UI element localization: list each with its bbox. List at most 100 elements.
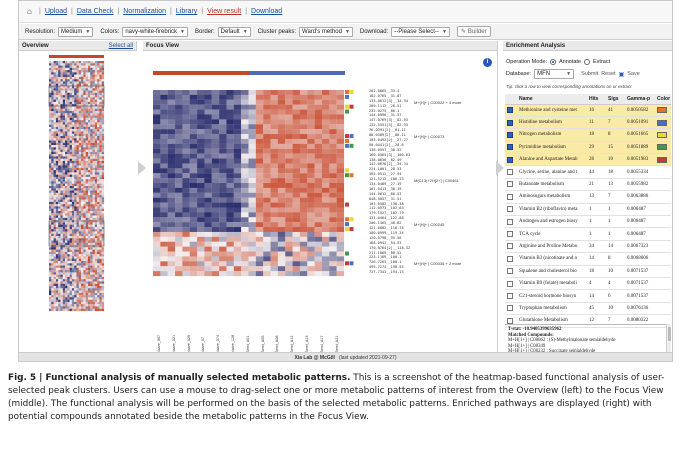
row-checkbox[interactable] xyxy=(505,190,517,204)
pathway-color[interactable] xyxy=(655,203,671,217)
pathway-row[interactable]: Vitamin B3 (nicotinate and n 14 8 0.0068606 xyxy=(505,252,671,266)
row-label[interactable]: 170.0764[2]__118.32 xyxy=(369,245,411,250)
checkbox[interactable] xyxy=(507,206,513,213)
compound-annotation[interactable]: M+[H]+ | C00073 xyxy=(414,134,445,140)
row-label[interactable]: 133.0612[3]__34.34 xyxy=(369,98,408,103)
checkbox[interactable] xyxy=(507,181,513,188)
row-label[interactable]: 848.5057__31.51 xyxy=(369,196,402,201)
checkbox[interactable] xyxy=(507,218,513,225)
row-checkbox[interactable] xyxy=(505,215,517,229)
row-checkbox[interactable] xyxy=(505,240,517,254)
row-label[interactable]: 727.7343__194.15 xyxy=(369,270,404,275)
info-icon[interactable]: i xyxy=(483,58,492,67)
pathway-row[interactable]: Alanine and Aspartate Metab 28 10 0.0051983 xyxy=(505,153,671,167)
color-swatch[interactable] xyxy=(657,131,667,138)
pathway-row[interactable]: Butanoate metabolism 21 13 0.0055982 xyxy=(505,178,671,192)
annotate-radio[interactable] xyxy=(549,59,556,65)
row-label[interactable]: 103.0492[2]__27.27 xyxy=(369,137,408,142)
row-label[interactable]: 168.0942__54.53 xyxy=(369,240,402,245)
checkbox[interactable] xyxy=(507,280,513,287)
row-label[interactable]: 138.0557__30.52 xyxy=(369,147,402,152)
row-label[interactable]: 103.0582__138.38 xyxy=(369,201,404,206)
row-label[interactable]: 211.1069__88.52 xyxy=(369,250,402,255)
nav-library[interactable]: Library xyxy=(175,8,198,15)
col-sigs[interactable]: Sigs xyxy=(606,94,625,105)
row-checkbox[interactable] xyxy=(505,104,517,117)
pathway-color[interactable] xyxy=(655,128,671,142)
row-label[interactable]: 206.1365__40.82 xyxy=(369,221,402,226)
pathway-color[interactable] xyxy=(655,190,671,204)
checkbox[interactable] xyxy=(507,317,513,324)
row-checkbox[interactable] xyxy=(505,141,517,155)
nav-upload[interactable]: Upload xyxy=(44,8,68,15)
builder-button[interactable]: ✎ Builder xyxy=(456,26,491,37)
nav-data-check[interactable]: Data Check xyxy=(76,8,114,15)
row-label[interactable]: 365.0512__27.94 xyxy=(369,172,402,177)
row-label[interactable]: 144.0612__80.53 xyxy=(369,191,402,196)
row-label[interactable]: 138.0656__82.49 xyxy=(369,157,402,162)
checkbox[interactable] xyxy=(507,243,513,250)
row-label[interactable]: 144.0996__31.57 xyxy=(369,113,402,118)
checkbox[interactable] xyxy=(507,255,513,262)
row-label[interactable]: 134.0489__27.19 xyxy=(369,182,402,186)
row-label[interactable]: 147.0769[3]__82.93 xyxy=(369,118,408,123)
row-checkbox[interactable] xyxy=(505,252,517,266)
checkbox[interactable] xyxy=(507,144,513,151)
pathway-row[interactable]: Aminosugars metabolism 13 7 0.0063886 xyxy=(505,190,671,204)
database-select[interactable]: MFN ▼ xyxy=(534,69,575,79)
checkbox[interactable] xyxy=(507,193,513,200)
overview-heatmap[interactable] xyxy=(19,51,137,362)
pathway-row[interactable]: Methionine and cysteine met 16 41 0.0050582 xyxy=(505,104,671,117)
col-name[interactable]: Name xyxy=(517,94,587,105)
pathway-color[interactable] xyxy=(655,240,671,254)
col-hits[interactable]: Hits xyxy=(587,94,606,105)
pathway-color[interactable] xyxy=(655,302,671,316)
col-gamma-p[interactable]: Gamma-p xyxy=(625,94,655,105)
row-label[interactable]: 179.1527__102.79 xyxy=(369,211,404,216)
focus-heatmap[interactable] xyxy=(143,51,498,351)
row-checkbox[interactable] xyxy=(505,277,517,291)
home-icon[interactable]: ⌂ xyxy=(27,6,32,16)
row-checkbox[interactable] xyxy=(505,128,517,142)
row-label[interactable]: 160.0565[3]__100.03 xyxy=(369,152,411,157)
pathway-row[interactable]: C21-steroid hormone biosyn 14 6 0.0071537 xyxy=(505,289,671,303)
pathway-row[interactable]: Vitamin B2 (riboflavin) meta 1 1 0.006487 xyxy=(505,203,671,217)
compound-annotation[interactable]: M+[H]+ | C00022 + 4 more xyxy=(414,99,462,105)
row-checkbox[interactable] xyxy=(505,227,517,241)
row-label[interactable]: 121.0882__116.75 xyxy=(369,226,404,231)
pathway-row[interactable]: Glycine, serine, alanine and t 44 18 0.0055… xyxy=(505,165,671,179)
pathway-color[interactable] xyxy=(655,227,671,241)
pathway-color[interactable] xyxy=(655,153,671,167)
border-select[interactable]: Default ▼ xyxy=(217,26,251,37)
row-label[interactable]: 224.1001__28.53 xyxy=(369,167,402,172)
pathway-color[interactable] xyxy=(655,289,671,303)
download-select[interactable]: --Please Select-- ▼ xyxy=(391,26,450,37)
row-checkbox[interactable] xyxy=(505,165,517,179)
pathway-row[interactable]: TCA cycle 1 1 0.006487 xyxy=(505,227,671,241)
pathway-row[interactable]: Histidine metabolism 11 7 0.0051091 xyxy=(505,116,671,130)
row-label[interactable]: 90.0441[2]__28.6 xyxy=(369,142,404,147)
compound-annotation[interactable]: M+[H]+ | C00245 xyxy=(414,222,445,228)
pathway-color[interactable] xyxy=(655,178,671,192)
pathway-row[interactable]: Pyrimidine metabolism 29 15 0.0051889 xyxy=(505,141,671,155)
row-checkbox[interactable] xyxy=(505,178,517,192)
select-all-link[interactable]: Select all xyxy=(108,42,133,49)
pathway-row[interactable]: Squalene and cholesterol bio 18 10 0.007153… xyxy=(505,265,671,278)
nav-view-result[interactable]: View result xyxy=(207,8,242,15)
row-label[interactable]: 120.0798__95.56 xyxy=(369,235,402,240)
checkbox[interactable] xyxy=(507,107,513,114)
pathway-color[interactable] xyxy=(655,116,671,130)
col-color[interactable]: Color xyxy=(655,94,671,105)
pathway-row[interactable]: Arginine and Proline Metabo 34 14 0.0067323 xyxy=(505,240,671,254)
checkbox[interactable] xyxy=(507,305,513,312)
row-label[interactable]: 132.5551[3]__82.93 xyxy=(369,123,408,128)
pathway-color[interactable] xyxy=(655,277,671,291)
row-label[interactable]: 232.0275__86.1 xyxy=(369,108,400,113)
checkbox[interactable] xyxy=(507,231,513,238)
pathway-color[interactable] xyxy=(655,252,671,266)
checkbox[interactable] xyxy=(507,119,513,126)
row-label[interactable]: 121.5212__186.23 xyxy=(369,177,404,182)
row-label[interactable]: 182.0765__31.87 xyxy=(369,93,402,98)
row-label[interactable]: 260.1112__28.51 xyxy=(369,103,402,108)
pathway-row[interactable]: Vitamin B9 (folate) metaboli 4 4 0.0071537 xyxy=(505,277,671,291)
